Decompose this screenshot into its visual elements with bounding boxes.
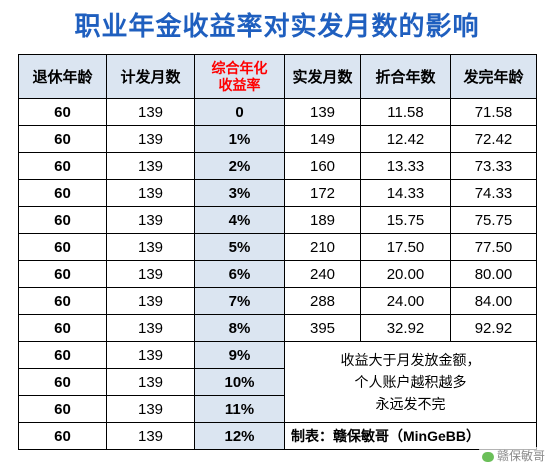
cell-pay-months: 139	[106, 287, 195, 315]
cell-retire-age: 60	[18, 368, 107, 396]
cell-years: 12.42	[360, 125, 451, 153]
cell-pay-months: 139	[106, 206, 195, 234]
cell-end-age: 74.33	[450, 179, 537, 207]
cell-retire-age: 60	[18, 179, 107, 207]
cell-retire-age: 60	[18, 287, 107, 315]
note-line: 个人账户越积越多	[354, 374, 467, 390]
cell-years: 17.50	[360, 233, 451, 261]
cell-pay-months: 139	[106, 179, 195, 207]
cell-years: 13.33	[360, 152, 451, 180]
cell-retire-age: 60	[18, 98, 107, 126]
cell-pay-months: 139	[106, 341, 195, 369]
table-row: 60 139 3% 172 14.33 74.33	[18, 179, 537, 207]
cell-pay-months: 139	[106, 368, 195, 396]
cell-retire-age: 60	[18, 341, 107, 369]
rate-table: 退休年龄 计发月数 综合年化 收益率 实发月数 折合年数 发完年龄 60 139 0…	[18, 54, 537, 450]
wechat-icon	[481, 451, 494, 462]
cell-annual-rate: 12%	[194, 422, 285, 450]
cell-actual-months: 160	[284, 152, 361, 180]
cell-years: 11.58	[360, 98, 451, 126]
cell-actual-months: 139	[284, 98, 361, 126]
cell-annual-rate: 3%	[194, 179, 285, 207]
cell-annual-rate: 10%	[194, 368, 285, 396]
table-row: 60 139 0 139 11.58 71.58	[18, 98, 537, 126]
cell-years: 32.92	[360, 314, 451, 342]
header-pay-months: 计发月数	[106, 54, 195, 99]
cell-actual-months: 395	[284, 314, 361, 342]
table-row: 60 139 5% 210 17.50 77.50	[18, 233, 537, 261]
watermark: 赣保敏哥	[478, 447, 548, 464]
header-row: 退休年龄 计发月数 综合年化 收益率 实发月数 折合年数 发完年龄	[18, 54, 537, 99]
cell-end-age: 73.33	[450, 152, 537, 180]
table-row: 60 139 8% 395 32.92 92.92	[18, 314, 537, 342]
page-title: 职业年金收益率对实发月数的影响	[74, 11, 480, 41]
table-row: 60 139 4% 189 15.75 75.75	[18, 206, 537, 234]
cell-actual-months: 210	[284, 233, 361, 261]
cell-end-age: 72.42	[450, 125, 537, 153]
cell-annual-rate: 7%	[194, 287, 285, 315]
cell-actual-months: 288	[284, 287, 361, 315]
cell-annual-rate: 8%	[194, 314, 285, 342]
header-retire-age: 退休年龄	[18, 54, 107, 99]
cell-end-age: 80.00	[450, 260, 537, 288]
header-end-age: 发完年龄	[450, 54, 537, 99]
cell-retire-age: 60	[18, 260, 107, 288]
footer-credit: 制表：赣保敏哥（MinGeBB）	[284, 422, 537, 450]
table-row: 60 139 1% 149 12.42 72.42	[18, 125, 537, 153]
cell-annual-rate: 1%	[194, 125, 285, 153]
cell-annual-rate: 6%	[194, 260, 285, 288]
cell-annual-rate: 4%	[194, 206, 285, 234]
cell-years: 24.00	[360, 287, 451, 315]
cell-pay-months: 139	[106, 233, 195, 261]
note-cell: 收益大于月发放金额， 个人账户越积越多 永远发不完	[284, 341, 537, 423]
cell-actual-months: 189	[284, 206, 361, 234]
cell-annual-rate: 11%	[194, 395, 285, 423]
cell-actual-months: 240	[284, 260, 361, 288]
cell-years: 20.00	[360, 260, 451, 288]
cell-actual-months: 149	[284, 125, 361, 153]
table-row: 60 139 10%	[18, 368, 537, 396]
cell-retire-age: 60	[18, 422, 107, 450]
cell-annual-rate: 5%	[194, 233, 285, 261]
table-row: 60 139 9% 收益大于月发放金额， 个人账户越积越多 永远发不完	[18, 341, 537, 423]
cell-actual-months: 172	[284, 179, 361, 207]
cell-end-age: 92.92	[450, 314, 537, 342]
table-row: 60 139 12% 制表：赣保敏哥（MinGeBB）	[18, 422, 537, 450]
watermark-text: 赣保敏哥	[496, 449, 545, 463]
cell-years: 14.33	[360, 179, 451, 207]
cell-retire-age: 60	[18, 125, 107, 153]
cell-pay-months: 139	[106, 422, 195, 450]
note-line: 收益大于月发放金额，	[340, 352, 481, 368]
cell-retire-age: 60	[18, 233, 107, 261]
header-annual-rate: 综合年化 收益率	[194, 54, 285, 99]
table-row: 60 139 6% 240 20.00 80.00	[18, 260, 537, 288]
cell-pay-months: 139	[106, 152, 195, 180]
cell-pay-months: 139	[106, 260, 195, 288]
cell-annual-rate: 9%	[194, 341, 285, 369]
cell-retire-age: 60	[18, 395, 107, 423]
cell-retire-age: 60	[18, 152, 107, 180]
cell-annual-rate: 2%	[194, 152, 285, 180]
table-row: 60 139 11%	[18, 395, 537, 423]
note-line: 永远发不完	[375, 396, 446, 412]
cell-end-age: 71.58	[450, 98, 537, 126]
header-years: 折合年数	[360, 54, 451, 99]
cell-years: 15.75	[360, 206, 451, 234]
cell-retire-age: 60	[18, 206, 107, 234]
table-row: 60 139 7% 288 24.00 84.00	[18, 287, 537, 315]
header-actual-months: 实发月数	[284, 54, 361, 99]
cell-end-age: 84.00	[450, 287, 537, 315]
table-row: 60 139 2% 160 13.33 73.33	[18, 152, 537, 180]
cell-retire-age: 60	[18, 314, 107, 342]
cell-pay-months: 139	[106, 314, 195, 342]
cell-pay-months: 139	[106, 125, 195, 153]
cell-pay-months: 139	[106, 98, 195, 126]
cell-end-age: 77.50	[450, 233, 537, 261]
cell-pay-months: 139	[106, 395, 195, 423]
cell-end-age: 75.75	[450, 206, 537, 234]
cell-annual-rate: 0	[194, 98, 285, 126]
